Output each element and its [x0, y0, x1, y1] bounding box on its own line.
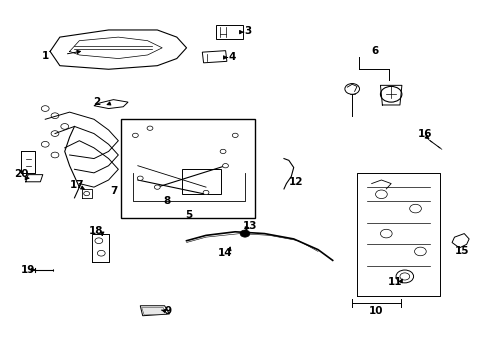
Text: 1: 1 — [42, 51, 49, 61]
Polygon shape — [140, 306, 170, 316]
Text: 12: 12 — [289, 177, 303, 187]
Text: 20: 20 — [14, 169, 28, 179]
Polygon shape — [94, 100, 128, 109]
Text: 15: 15 — [455, 247, 469, 256]
Text: 8: 8 — [164, 196, 171, 206]
Text: 19: 19 — [21, 265, 35, 275]
Text: 4: 4 — [229, 53, 236, 63]
Text: 5: 5 — [185, 210, 192, 220]
Bar — [182, 169, 220, 194]
Bar — [121, 119, 255, 217]
Text: 3: 3 — [245, 26, 252, 36]
Bar — [202, 51, 227, 63]
Text: 7: 7 — [111, 186, 118, 196]
Text: 18: 18 — [89, 226, 104, 236]
Text: 13: 13 — [243, 221, 257, 231]
Circle shape — [154, 185, 160, 189]
Circle shape — [240, 230, 250, 237]
Text: 10: 10 — [369, 306, 384, 316]
Bar — [216, 25, 243, 39]
Polygon shape — [142, 307, 167, 315]
Text: 14: 14 — [218, 248, 233, 258]
Text: 2: 2 — [93, 97, 100, 107]
Text: 9: 9 — [165, 306, 172, 316]
Circle shape — [137, 176, 143, 180]
Text: 16: 16 — [418, 129, 433, 139]
Circle shape — [222, 163, 228, 168]
Text: 6: 6 — [371, 46, 379, 57]
Circle shape — [203, 190, 209, 195]
Polygon shape — [452, 234, 469, 248]
Text: 11: 11 — [388, 277, 402, 287]
Text: 17: 17 — [70, 180, 84, 190]
